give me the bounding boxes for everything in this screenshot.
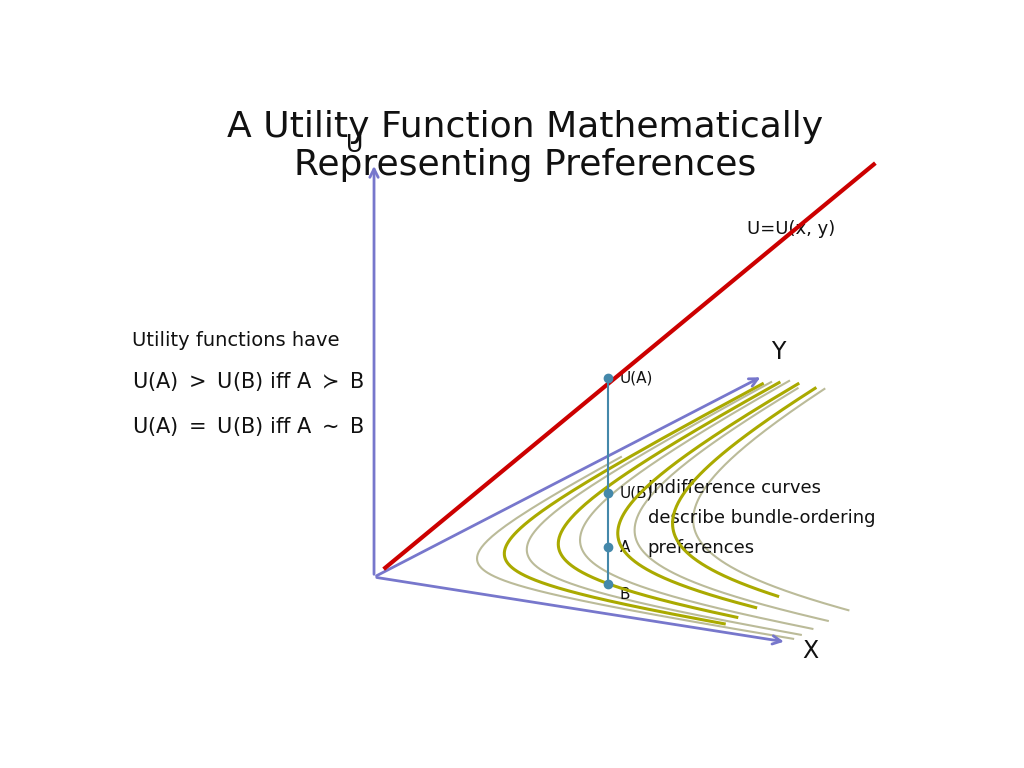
Text: Indifference curves: Indifference curves [648,479,821,498]
Text: Utility functions have: Utility functions have [132,331,340,350]
Text: B: B [620,587,631,601]
Text: describe bundle-ordering: describe bundle-ordering [648,509,876,527]
Text: A Utility Function Mathematically: A Utility Function Mathematically [226,110,823,144]
Text: U(A) $>$ U(B) iff A $\succ$ B: U(A) $>$ U(B) iff A $\succ$ B [132,370,365,393]
Text: U=U(x, y): U=U(x, y) [748,220,836,238]
Text: preferences: preferences [648,538,755,557]
Text: A: A [620,540,631,554]
Text: Representing Preferences: Representing Preferences [294,148,756,182]
Text: U: U [345,133,362,157]
Text: X: X [803,639,818,663]
Text: U(A) $=$ U(B) iff A $\sim$ B: U(A) $=$ U(B) iff A $\sim$ B [132,415,365,438]
Text: U(B): U(B) [620,486,653,501]
Text: U(A): U(A) [620,371,653,386]
Text: Y: Y [771,340,785,364]
